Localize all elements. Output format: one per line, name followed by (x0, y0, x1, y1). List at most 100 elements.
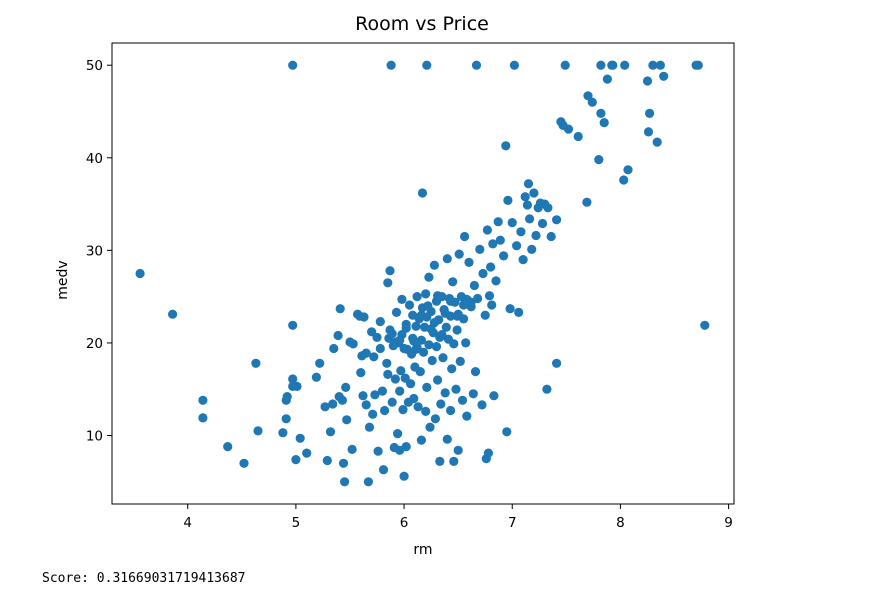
data-point-75 (395, 386, 405, 396)
data-point-219 (642, 76, 653, 86)
data-point-244 (387, 329, 397, 339)
data-point-115 (427, 355, 437, 366)
x-tick-label-2: 6 (400, 515, 409, 531)
data-point-66 (387, 397, 397, 407)
x-tick-label-5: 9 (724, 515, 733, 531)
data-point-231 (608, 60, 618, 70)
data-point-47 (364, 422, 375, 432)
data-point-24 (325, 427, 336, 437)
data-point-51 (370, 390, 380, 400)
data-point-247 (437, 330, 447, 340)
data-point-53 (373, 446, 383, 456)
data-point-40 (356, 368, 366, 378)
data-point-36 (347, 444, 357, 454)
x-tick-label-1: 5 (292, 515, 301, 531)
data-point-88 (406, 379, 416, 389)
data-point-214 (602, 74, 613, 84)
data-point-8 (278, 428, 288, 438)
x-tick-label-0: 4 (183, 515, 192, 531)
data-point-6 (251, 358, 261, 368)
y-tick-label-1: 20 (86, 336, 103, 352)
y-tick-label-0: 10 (86, 428, 103, 444)
data-point-32 (340, 477, 350, 487)
y-axis-ticks: 10 20 30 40 50 (86, 58, 112, 444)
data-point-192 (527, 244, 537, 254)
data-point-30 (337, 395, 347, 405)
data-point-18 (295, 433, 305, 443)
data-point-61 (383, 278, 393, 288)
data-point-21 (315, 358, 325, 368)
data-point-100 (416, 335, 426, 345)
data-point-237 (395, 335, 405, 345)
data-point-137 (447, 364, 457, 374)
data-point-106 (421, 289, 431, 299)
data-point-193 (529, 188, 539, 198)
data-point-229 (596, 108, 606, 118)
data-point-220 (643, 127, 654, 137)
data-point-69 (390, 374, 400, 384)
data-point-31 (338, 458, 349, 468)
data-point-16 (291, 455, 301, 465)
data-point-181 (505, 304, 515, 314)
data-point-180 (503, 195, 513, 205)
data-point-206 (560, 60, 570, 70)
data-point-201 (546, 231, 556, 242)
data-point-55 (375, 317, 385, 327)
data-point-147 (455, 356, 465, 366)
data-point-165 (480, 310, 490, 320)
data-point-211 (594, 155, 604, 165)
data-point-155 (464, 257, 474, 267)
data-point-7 (253, 426, 263, 436)
data-point-87 (404, 300, 415, 310)
data-point-125 (436, 399, 446, 409)
data-point-140 (449, 456, 459, 466)
data-point-177 (499, 251, 509, 261)
data-point-37 (348, 339, 358, 349)
plot-area-frame (111, 42, 735, 505)
data-point-199 (542, 384, 552, 394)
data-point-97 (413, 402, 423, 412)
data-point-135 (446, 405, 456, 416)
data-point-130 (441, 322, 451, 332)
data-point-119 (431, 342, 442, 352)
data-point-208 (573, 131, 583, 142)
data-point-241 (459, 300, 469, 310)
data-point-44 (361, 400, 371, 410)
data-point-54 (375, 343, 385, 354)
data-point-160 (471, 60, 482, 70)
data-point-178 (501, 141, 511, 151)
data-point-189 (522, 200, 533, 210)
data-point-221 (648, 60, 658, 70)
x-axis-label: rm (413, 542, 432, 558)
data-point-202 (552, 215, 562, 225)
data-point-45 (361, 348, 371, 358)
y-tick-label-4: 50 (86, 58, 103, 74)
scatter-chart: Room vs Price 4 5 6 7 8 9 10 20 30 40 50 rm medv (55, 13, 735, 558)
data-point-188 (520, 192, 530, 202)
data-point-26 (329, 343, 339, 354)
data-point-4 (223, 442, 233, 452)
data-point-226 (693, 60, 703, 70)
data-point-107 (421, 406, 431, 416)
data-point-27 (333, 330, 343, 341)
data-point-96 (412, 292, 422, 302)
data-point-162 (475, 244, 485, 254)
data-point-118 (430, 414, 440, 424)
data-point-109 (422, 60, 432, 70)
data-point-179 (502, 427, 512, 437)
data-point-20 (311, 372, 321, 382)
data-point-22 (320, 402, 330, 412)
data-point-3 (198, 413, 208, 423)
data-point-203 (552, 358, 562, 368)
data-point-158 (469, 280, 479, 291)
data-point-171 (487, 300, 497, 310)
y-axis-label: medv (55, 260, 71, 299)
data-point-159 (470, 367, 481, 377)
x-axis-ticks: 4 5 6 7 8 9 (183, 504, 733, 531)
data-point-17 (292, 381, 302, 391)
data-point-108 (422, 382, 432, 392)
data-point-78 (397, 294, 407, 304)
data-point-182 (507, 218, 517, 228)
data-point-164 (478, 268, 488, 279)
data-point-151 (460, 231, 470, 242)
